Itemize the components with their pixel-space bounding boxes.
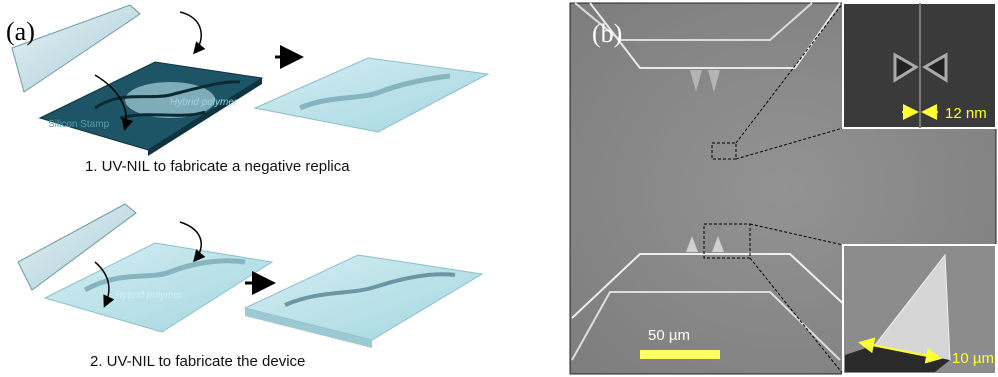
stamp-label: Silicon Stamp — [48, 119, 110, 130]
flip-arrow — [180, 12, 201, 52]
panel-label: (a) — [6, 17, 35, 46]
polymer-label: Hybrid polymer — [115, 290, 183, 301]
scale-bar — [640, 350, 720, 359]
inset-scale-label: 12 nm — [945, 105, 987, 122]
step1-diagram: Silicon Stamp Hybrid polymer 1. UV-NIL t… — [12, 5, 488, 175]
inset-scale-label: 10 µm — [952, 350, 994, 367]
polymer-plate — [45, 243, 272, 332]
step1-caption: 1. UV-NIL to fabricate a negative replic… — [85, 158, 350, 175]
scale-label: 50 µm — [648, 327, 690, 344]
polymer-label: Hybrid polymer — [170, 97, 238, 108]
step2-diagram: Hybrid polymer 2. UV-NIL to fabricate th… — [18, 204, 482, 370]
step2-caption: 2. UV-NIL to fabricate the device — [90, 353, 305, 370]
figure: Silicon Stamp Hybrid polymer 1. UV-NIL t… — [0, 0, 998, 377]
device-plate — [245, 255, 482, 340]
inset-top: 12 nm — [843, 3, 996, 128]
inset-bottom: 10 µm — [843, 245, 996, 374]
panel-label: (b) — [592, 19, 622, 48]
